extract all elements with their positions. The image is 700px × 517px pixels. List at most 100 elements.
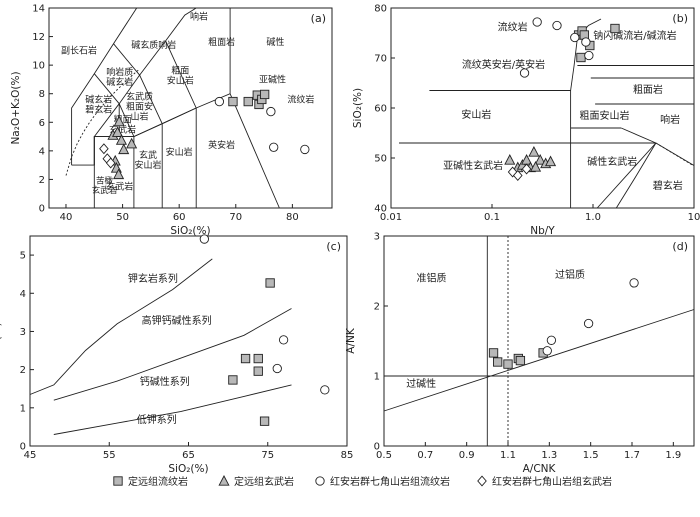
y-tick-label: 8 bbox=[39, 89, 45, 100]
x-tick-label: 0.9 bbox=[459, 450, 475, 461]
field-label: 过碱性 bbox=[406, 377, 436, 390]
x-tick-label: 55 bbox=[103, 450, 116, 461]
field-boundary bbox=[383, 309, 695, 412]
rhyolite-ha-marker bbox=[629, 278, 639, 288]
y-axis-label: SiO₂(%) bbox=[352, 88, 364, 128]
field-boundary bbox=[615, 142, 657, 209]
x-tick-label: 65 bbox=[182, 450, 195, 461]
panel-label: (d) bbox=[672, 240, 688, 253]
rhyolite-ha-marker bbox=[552, 20, 562, 31]
legend-item-label: 红安岩群七角山岩组流纹岩 bbox=[330, 475, 450, 488]
y-tick-label: 60 bbox=[374, 104, 387, 115]
basalt-ha-marker bbox=[105, 157, 116, 169]
x-tick-label: 0.7 bbox=[417, 450, 433, 461]
basalt-dy-marker bbox=[528, 146, 540, 157]
x-tick-label: 1.5 bbox=[583, 450, 599, 461]
rhyolite-dy-marker bbox=[265, 278, 275, 288]
field-label: 粗面岩 bbox=[208, 36, 235, 48]
panel-label: (a) bbox=[311, 12, 326, 25]
basalt-dy-marker bbox=[530, 161, 542, 172]
field-label: 钾玄岩系列 bbox=[128, 272, 178, 285]
y-tick-label: 6 bbox=[39, 118, 45, 129]
rhyolite-ha-marker bbox=[300, 144, 310, 155]
panel-a: 40 50 60 70 80 0 2 4 6 8 10 12 14 SiO₂(%) Na₂O+K₂O(%) (… bbox=[10, 4, 333, 237]
y-tick-label: 50 bbox=[374, 154, 387, 165]
field-label: 碱性玄武岩 bbox=[587, 155, 637, 168]
y-tick-label: 0 bbox=[39, 204, 45, 215]
field-boundary bbox=[113, 43, 140, 76]
rhyolite-ha-marker bbox=[519, 68, 530, 78]
rhyolite-ha-marker bbox=[584, 50, 594, 61]
basalt-dy-marker bbox=[534, 154, 546, 165]
rhyolite-dy-marker bbox=[253, 366, 263, 376]
rhyolite-ha-marker bbox=[583, 318, 594, 329]
field-label: 玄武岩 bbox=[106, 180, 133, 192]
x-tick-label: 0.01 bbox=[380, 212, 402, 223]
y-tick-label: 10 bbox=[32, 61, 45, 72]
rhyolite-ha-marker bbox=[269, 142, 279, 152]
rhyolite-dy-marker bbox=[243, 96, 253, 107]
field-label: 流纹岩 bbox=[287, 93, 314, 105]
field-label: 安山岩 bbox=[461, 108, 491, 121]
x-tick-label: 70 bbox=[229, 212, 242, 223]
field-label: 碧玄岩 bbox=[653, 179, 683, 192]
y-tick-label: 70 bbox=[374, 54, 387, 65]
x-tick-label: 10 bbox=[688, 212, 700, 223]
field-boundary bbox=[165, 40, 197, 109]
field-label: 过铝质 bbox=[555, 268, 585, 281]
y-tick-label: 3 bbox=[374, 232, 380, 243]
legend-basalt-ha-marker bbox=[477, 475, 487, 487]
y-tick-label: 4 bbox=[20, 289, 26, 300]
y-tick-label: 2 bbox=[20, 365, 26, 376]
x-tick-label: 1.7 bbox=[624, 450, 640, 461]
y-tick-label: 0 bbox=[374, 442, 380, 453]
field-label: 玄武质粗面安山岩 bbox=[126, 90, 153, 122]
x-axis-label: SiO₂(%) bbox=[168, 463, 208, 475]
rhyolite-ha-marker bbox=[199, 234, 210, 244]
plot-frame bbox=[29, 235, 348, 447]
field-boundary bbox=[29, 258, 213, 395]
rhyolite-ha-marker bbox=[320, 385, 330, 395]
rhyolite-dy-marker bbox=[515, 355, 526, 366]
rhyolite-ha-marker bbox=[278, 335, 289, 345]
field-boundary bbox=[53, 384, 292, 435]
y-tick-label: 3 bbox=[20, 327, 26, 338]
y-axis-label: A/NK bbox=[345, 327, 357, 354]
y-tick-label: 2 bbox=[39, 175, 45, 186]
field-label: 钠闪碱流岩/碱流岩 bbox=[593, 29, 676, 42]
rhyolite-dy-marker bbox=[228, 96, 238, 107]
field-label: 亚碱性玄武岩 bbox=[443, 159, 503, 172]
rhyolite-ha-marker bbox=[546, 335, 557, 345]
x-tick-label: 0.5 bbox=[376, 450, 392, 461]
legend-item-label: 定远组玄武岩 bbox=[234, 475, 294, 488]
field-boundary bbox=[621, 127, 657, 144]
field-label: 苦橄玄武岩 bbox=[92, 176, 118, 197]
rhyolite-ha-marker bbox=[570, 32, 580, 43]
y-tick-label: 2 bbox=[374, 302, 380, 313]
field-label: 碱玄质响岩 bbox=[131, 39, 176, 51]
legend: 定远组流纹岩 定远组玄武岩 红安岩群七角山岩组流纹岩 红安岩群七角山岩组玄武岩 bbox=[113, 475, 612, 488]
field-label: 低钾系列 bbox=[137, 413, 177, 426]
basalt-ha-marker bbox=[507, 166, 518, 178]
field-boundary bbox=[596, 142, 657, 209]
rhyolite-ha-marker bbox=[581, 37, 591, 47]
legend-item-label: 红安岩群七角山岩组玄武岩 bbox=[492, 475, 612, 488]
x-tick-label: 60 bbox=[173, 212, 186, 223]
rhyolite-ha-marker bbox=[532, 17, 542, 27]
x-tick-label: 1.0 bbox=[585, 212, 601, 223]
y-tick-label: 1 bbox=[374, 372, 380, 383]
legend-rhyolite-dy-marker bbox=[113, 476, 123, 486]
y-tick-label: 5 bbox=[20, 251, 26, 262]
field-label: 响岩 bbox=[190, 10, 208, 22]
basalt-dy-marker bbox=[111, 126, 124, 137]
panel-b: 0.01 0.1 1.0 10 40 50 60 70 80 Nb/Y SiO₂(%) (b) 流纹岩钠… bbox=[352, 4, 700, 238]
legend-item-label: 定远组流纹岩 bbox=[128, 475, 188, 488]
x-tick-label: 1.3 bbox=[541, 450, 557, 461]
y-axis-label: Na₂O+K₂O(%) bbox=[10, 71, 22, 144]
field-label: 流纹英安岩/英安岩 bbox=[462, 58, 545, 71]
field-label: 准铝质 bbox=[417, 273, 447, 285]
rhyolite-dy-marker bbox=[576, 52, 586, 63]
x-tick-label: 50 bbox=[116, 212, 129, 223]
rhyolite-dy-marker bbox=[488, 348, 499, 358]
y-tick-label: 40 bbox=[374, 204, 387, 215]
